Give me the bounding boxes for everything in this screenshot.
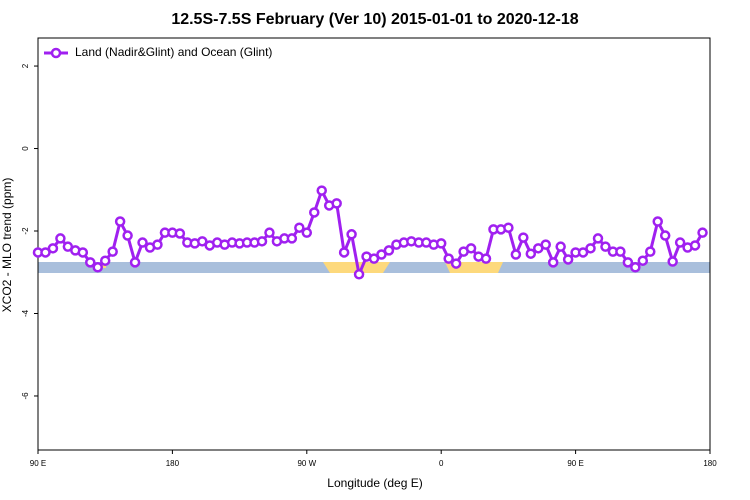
- data-point: [592, 233, 604, 244]
- data-point: [518, 232, 529, 243]
- data-point: [55, 233, 66, 244]
- data-point: [129, 257, 141, 268]
- data-point: [697, 227, 708, 238]
- data-point: [47, 243, 59, 254]
- data-point: [92, 262, 103, 273]
- data-point: [637, 255, 649, 266]
- data-point: [114, 216, 126, 227]
- plot-frame: [37, 37, 711, 451]
- data-point: [555, 241, 566, 252]
- data-point: [645, 246, 656, 257]
- data-point: [667, 256, 678, 267]
- y-axis-label: XCO2 - MLO trend (ppm): [0, 178, 14, 313]
- y-tick-label: 0: [21, 146, 30, 151]
- data-point: [309, 207, 320, 218]
- x-tick-label: 180: [166, 459, 180, 468]
- x-axis-label: Longitude (deg E): [327, 476, 422, 490]
- data-point: [435, 238, 447, 249]
- data-point: [600, 241, 611, 252]
- data-point: [331, 198, 342, 209]
- data-point: [525, 248, 537, 259]
- data-point: [540, 239, 551, 250]
- data-point: [152, 239, 163, 250]
- legend: Land (Nadir&Glint) and Ocean (Glint): [44, 45, 272, 59]
- data-point: [338, 247, 350, 258]
- data-point: [615, 246, 626, 257]
- data-point: [383, 245, 395, 256]
- data-point: [107, 246, 118, 257]
- data-point: [368, 253, 380, 264]
- legend-label: Land (Nadir&Glint) and Ocean (Glint): [75, 45, 272, 59]
- x-tick-label: 90 W: [297, 459, 316, 468]
- data-point: [99, 255, 111, 266]
- data-point: [689, 240, 701, 251]
- y-tick-label: -6: [21, 392, 30, 400]
- data-point: [562, 254, 574, 265]
- data-point: [77, 247, 89, 258]
- data-point: [577, 247, 589, 258]
- y-tick-label: -2: [21, 227, 30, 235]
- land-band: [100, 263, 106, 268]
- legend-marker: [50, 47, 62, 59]
- y-tick-label: 2: [21, 63, 30, 68]
- data-point: [174, 228, 186, 239]
- data-point: [256, 236, 268, 247]
- data-point: [674, 237, 686, 248]
- data-point: [197, 236, 208, 247]
- data-point: [585, 243, 596, 254]
- data-point: [480, 253, 492, 264]
- data-point: [85, 257, 96, 268]
- data-point: [301, 227, 313, 238]
- data-point: [294, 222, 305, 233]
- data-point: [353, 269, 365, 280]
- chart-title: 12.5S-7.5S February (Ver 10) 2015-01-01 …: [171, 11, 578, 28]
- data-point: [659, 230, 671, 241]
- data-point: [510, 249, 522, 260]
- y-tick-label: -4: [21, 309, 30, 317]
- data-point: [503, 222, 514, 233]
- x-tick-label: 90 E: [567, 459, 583, 468]
- data-point: [346, 229, 357, 240]
- data-point: [122, 230, 133, 241]
- data-point: [316, 185, 327, 196]
- data-point: [443, 253, 454, 264]
- data-point: [465, 243, 477, 254]
- data-point: [376, 249, 387, 260]
- data-point: [137, 237, 148, 248]
- x-tick-label: 0: [439, 459, 444, 468]
- data-point: [40, 247, 51, 258]
- data-point: [622, 257, 634, 268]
- data-point: [286, 233, 298, 244]
- data-point: [652, 216, 663, 227]
- data-point: [630, 262, 641, 273]
- data-point: [547, 257, 559, 268]
- x-tick-label: 180: [703, 459, 717, 468]
- x-tick-label: 90 E: [30, 459, 46, 468]
- data-point: [450, 258, 462, 269]
- data-point: [264, 227, 275, 238]
